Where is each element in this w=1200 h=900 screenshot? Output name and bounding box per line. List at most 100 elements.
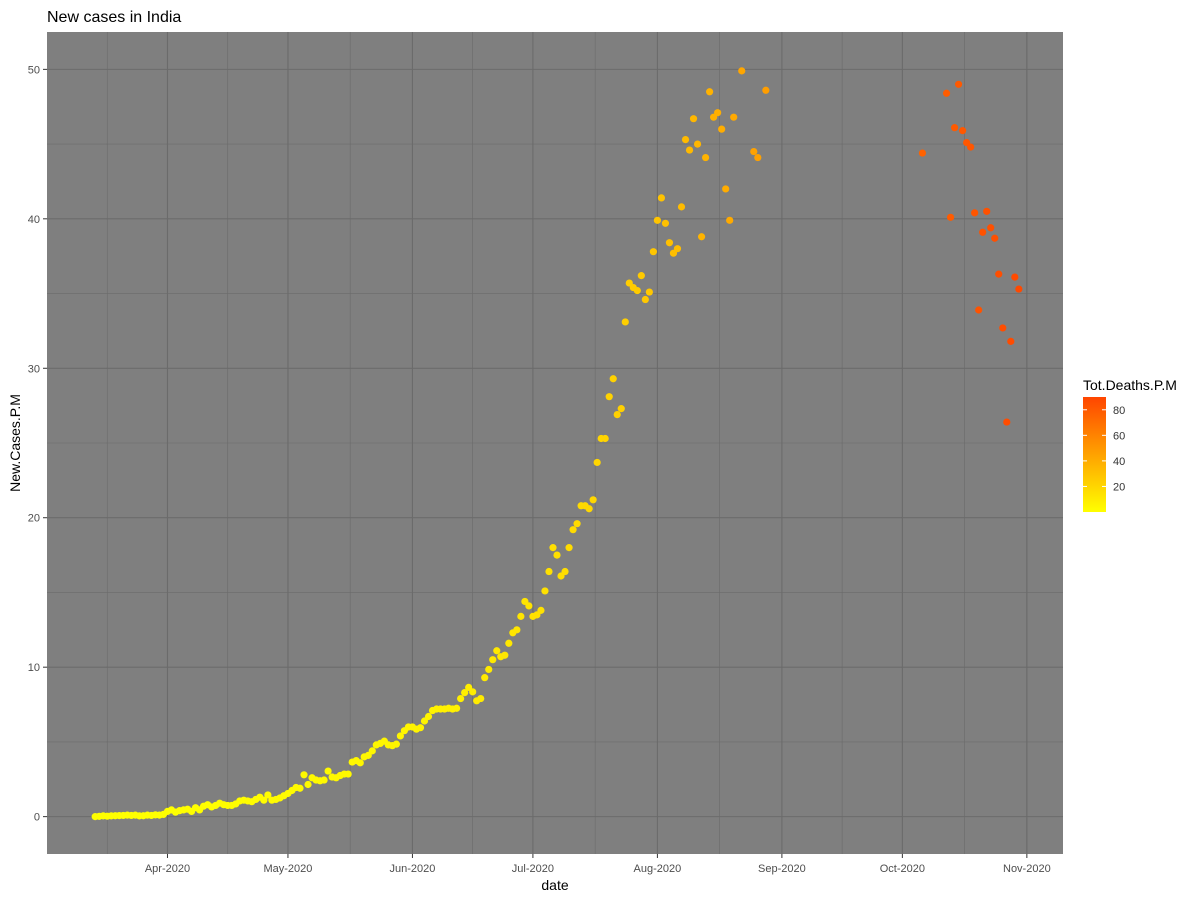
data-point — [601, 434, 609, 443]
x-tick-label: Apr-2020 — [145, 863, 190, 875]
data-point — [693, 140, 702, 148]
data-point — [689, 115, 698, 123]
data-point — [665, 239, 674, 247]
legend-ticks: 20 40 60 80 — [1083, 405, 1125, 493]
legend-tick-label: 20 — [1113, 481, 1125, 493]
data-point — [565, 544, 573, 552]
data-point — [653, 216, 662, 224]
y-tick-label: 40 — [28, 214, 40, 226]
color-legend: Tot.Deaths.P.M 20 40 60 80 — [1083, 377, 1177, 512]
data-point — [320, 776, 328, 784]
data-point — [501, 651, 509, 659]
data-point — [457, 694, 465, 703]
data-points — [91, 67, 1023, 821]
data-point — [730, 113, 738, 121]
data-point — [681, 136, 690, 144]
chart-title: New cases in India — [47, 9, 181, 26]
data-point — [513, 626, 521, 634]
data-point — [645, 288, 653, 296]
legend-tick-label: 80 — [1113, 405, 1125, 417]
data-point — [304, 780, 312, 789]
data-point — [585, 505, 593, 513]
legend-tick-label: 40 — [1113, 456, 1125, 468]
data-point — [356, 759, 364, 767]
data-point — [637, 272, 645, 280]
data-point — [517, 612, 525, 620]
data-point — [368, 747, 376, 755]
x-tick-label: Oct-2020 — [880, 863, 925, 875]
data-point — [264, 791, 272, 799]
x-tick-label: May-2020 — [263, 863, 312, 875]
x-tick-label: Nov-2020 — [1003, 863, 1051, 875]
data-point — [589, 496, 597, 504]
y-tick-label: 10 — [28, 662, 40, 674]
x-tick-label: Jul-2020 — [512, 863, 554, 875]
data-point — [505, 639, 513, 647]
data-point — [750, 147, 758, 156]
data-point — [545, 567, 553, 576]
data-point — [461, 688, 469, 697]
data-point — [987, 224, 995, 232]
data-point — [722, 185, 730, 193]
data-point — [1003, 418, 1011, 426]
x-axis-title: date — [541, 877, 568, 893]
data-point — [706, 88, 714, 96]
data-point — [1007, 337, 1015, 345]
data-point — [481, 674, 489, 682]
data-point — [1011, 273, 1019, 281]
data-point — [967, 143, 975, 151]
y-tick-label: 0 — [34, 812, 40, 824]
y-tick-label: 50 — [28, 64, 40, 76]
x-tick-label: Sep-2020 — [758, 863, 806, 875]
data-point — [296, 784, 304, 792]
data-point — [979, 228, 987, 236]
data-point — [260, 796, 268, 804]
grid-major — [47, 32, 1063, 854]
data-point — [701, 153, 710, 162]
legend-tick-label: 60 — [1113, 430, 1125, 442]
y-tick-label: 30 — [28, 363, 40, 375]
data-point — [714, 109, 722, 117]
data-point — [525, 602, 533, 610]
data-point — [324, 767, 332, 775]
data-point — [995, 270, 1003, 278]
data-point — [485, 665, 493, 674]
data-point — [954, 80, 963, 88]
data-point — [673, 245, 682, 253]
data-point — [1015, 285, 1023, 293]
data-point — [537, 606, 545, 614]
data-point — [549, 544, 557, 552]
data-point — [396, 732, 404, 740]
data-point — [392, 740, 400, 748]
data-point — [677, 203, 686, 211]
data-point — [971, 209, 979, 217]
data-point — [633, 286, 641, 295]
data-point — [300, 771, 308, 779]
data-point — [942, 89, 951, 97]
x-tick-label: Aug-2020 — [634, 863, 682, 875]
data-point — [738, 67, 746, 75]
data-point — [561, 567, 569, 576]
data-point — [657, 194, 666, 202]
data-point — [621, 318, 629, 326]
data-point — [416, 724, 425, 732]
x-tick-label: Jun-2020 — [390, 863, 436, 875]
data-point — [649, 248, 657, 256]
y-axis: 0 10 20 30 40 50 — [28, 64, 47, 824]
data-point — [453, 704, 461, 712]
data-point — [946, 213, 955, 221]
legend-title: Tot.Deaths.P.M — [1083, 377, 1177, 393]
data-point — [593, 458, 601, 467]
data-point — [541, 587, 549, 595]
data-point — [553, 551, 561, 559]
y-axis-title: New.Cases.P.M — [7, 394, 23, 492]
data-point — [918, 149, 927, 157]
data-point — [999, 324, 1007, 332]
data-point — [613, 411, 621, 419]
y-tick-label: 20 — [28, 513, 40, 525]
data-point — [959, 127, 967, 135]
data-point — [469, 688, 477, 696]
data-point — [609, 375, 617, 383]
data-point — [991, 234, 999, 242]
data-point — [569, 526, 577, 534]
